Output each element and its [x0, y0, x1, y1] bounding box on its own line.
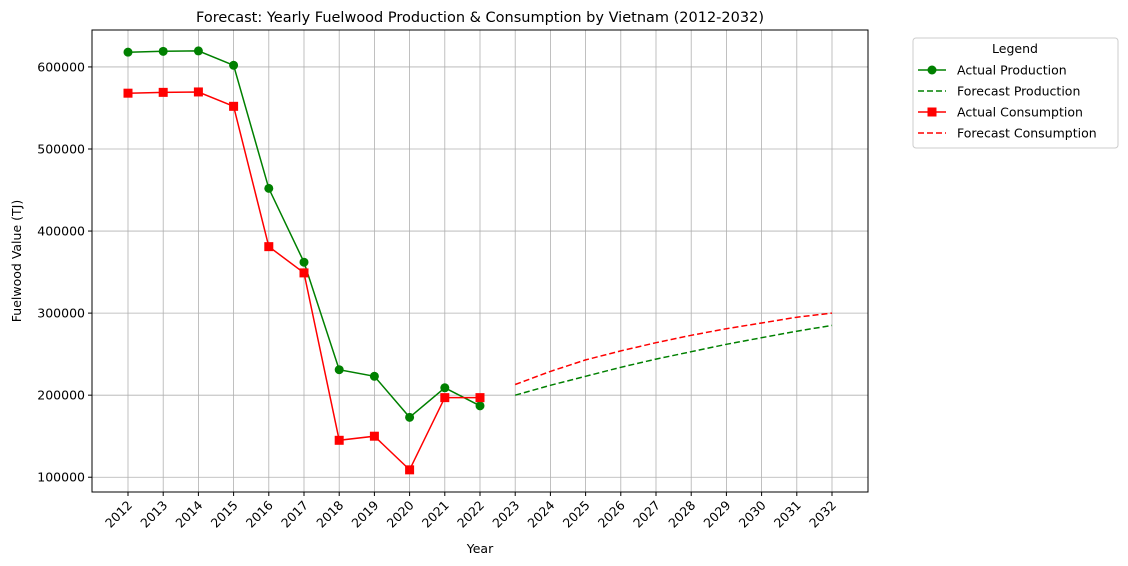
legend-label: Forecast Production — [957, 84, 1080, 99]
x-tick-label: 2029 — [700, 497, 733, 530]
data-point — [158, 87, 168, 97]
x-tick-label: 2027 — [630, 498, 663, 531]
y-tick-label: 200000 — [37, 388, 85, 403]
x-tick-label: 2013 — [137, 498, 170, 531]
y-tick-label: 600000 — [37, 59, 85, 74]
data-point — [193, 87, 203, 97]
x-tick-label: 2032 — [806, 498, 839, 531]
y-tick-label: 500000 — [37, 141, 85, 156]
legend-label: Forecast Consumption — [957, 126, 1097, 141]
data-point — [123, 88, 133, 98]
data-point — [334, 365, 344, 375]
data-point — [440, 383, 450, 393]
x-tick-label: 2014 — [172, 497, 205, 530]
chart-title: Forecast: Yearly Fuelwood Production & C… — [196, 10, 764, 26]
series — [123, 46, 833, 475]
y-tick-label: 100000 — [37, 470, 85, 485]
data-point — [158, 46, 168, 56]
y-axis: 100000 200000 300000 400000 500000 600000 — [37, 59, 92, 485]
x-tick-label: 2018 — [313, 497, 346, 530]
x-tick-label: 2019 — [348, 497, 381, 530]
data-point — [299, 257, 309, 267]
x-tick-label: 2028 — [665, 497, 698, 530]
data-point — [229, 101, 239, 111]
legend-frame — [912, 37, 1119, 149]
series-line-1 — [514, 324, 833, 396]
x-tick-label: 2026 — [595, 497, 628, 530]
grid — [92, 30, 868, 492]
x-tick-label: 2022 — [454, 498, 487, 531]
data-point — [369, 431, 379, 441]
series-line-3 — [514, 312, 833, 386]
data-point — [264, 183, 274, 193]
data-point — [123, 47, 133, 57]
data-point — [264, 242, 274, 252]
data-point — [440, 393, 450, 403]
y-tick-label: 400000 — [37, 224, 85, 239]
data-point — [229, 60, 239, 70]
legend-marker — [927, 65, 937, 75]
x-tick-label: 2021 — [419, 498, 452, 531]
data-point — [405, 412, 415, 422]
x-tick-label: 2012 — [102, 498, 135, 531]
y-tick-label: 300000 — [37, 306, 85, 321]
data-point — [369, 371, 379, 381]
data-point — [405, 465, 415, 475]
x-tick-label: 2030 — [736, 497, 769, 530]
legend-title: Legend — [992, 41, 1038, 56]
legend-label: Actual Consumption — [957, 105, 1083, 120]
y-axis-label: Fuelwood Value (TJ) — [9, 200, 24, 322]
data-point — [475, 401, 485, 411]
x-tick-label: 2017 — [278, 498, 311, 531]
x-tick-label: 2031 — [771, 498, 804, 531]
x-tick-label: 2016 — [243, 497, 276, 530]
x-axis: 2012 2013 2014 2015 2016 2017 2018 2019 2020 2021… — [102, 492, 839, 531]
x-tick-label: 2024 — [524, 497, 557, 530]
x-tick-label: 2025 — [560, 498, 593, 531]
x-tick-label: 2023 — [489, 498, 522, 531]
data-point — [475, 393, 485, 403]
data-point — [193, 46, 203, 56]
x-tick-label: 2020 — [384, 497, 417, 530]
legend: Legend Actual Production Forecast Product… — [912, 37, 1119, 149]
data-point — [334, 435, 344, 445]
x-tick-label: 2015 — [208, 498, 241, 531]
data-point — [299, 268, 309, 278]
x-axis-label: Year — [466, 541, 494, 556]
legend-marker — [927, 107, 937, 117]
legend-label: Actual Production — [957, 63, 1067, 78]
